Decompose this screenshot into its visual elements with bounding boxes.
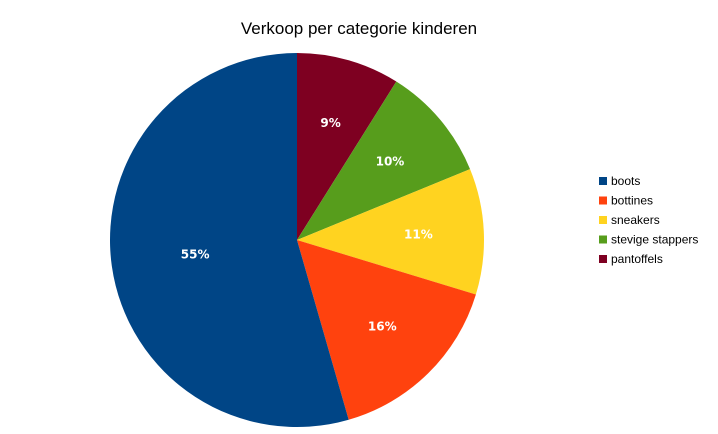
- pie-slice-sneakers: [297, 169, 484, 295]
- pie-slice-boots: [110, 53, 349, 427]
- data-label-stevige-stappers: 10%: [376, 155, 405, 169]
- data-label-sneakers: 11%: [404, 227, 433, 241]
- legend-label-stevige-stappers: stevige stappers: [611, 233, 698, 247]
- pie-slices: [110, 53, 484, 427]
- pie-labels: 9% 10% 11% 16% 55%: [181, 116, 433, 333]
- legend-label-pantoffels: pantoffels: [611, 252, 663, 266]
- chart-title: Verkoop per categorie kinderen: [241, 19, 477, 38]
- pie-slice-pantoffels: [297, 53, 397, 240]
- legend-swatch-stevige-stappers: [599, 235, 607, 244]
- data-label-boots: 55%: [181, 247, 210, 261]
- data-label-bottines: 16%: [368, 320, 397, 334]
- legend: boots bottines sneakers stevige stappers pan…: [599, 174, 698, 266]
- legend-label-bottines: bottines: [611, 194, 653, 208]
- legend-swatch-pantoffels: [599, 255, 607, 263]
- legend-label-sneakers: sneakers: [611, 213, 660, 227]
- legend-swatch-bottines: [599, 196, 607, 205]
- data-label-pantoffels: 9%: [320, 116, 340, 130]
- pie-slice-bottines: [297, 240, 476, 420]
- legend-swatch-boots: [599, 177, 607, 185]
- pie-slice-stevige-stappers: [297, 81, 471, 240]
- legend-swatch-sneakers: [599, 216, 607, 224]
- legend-label-boots: boots: [611, 174, 640, 188]
